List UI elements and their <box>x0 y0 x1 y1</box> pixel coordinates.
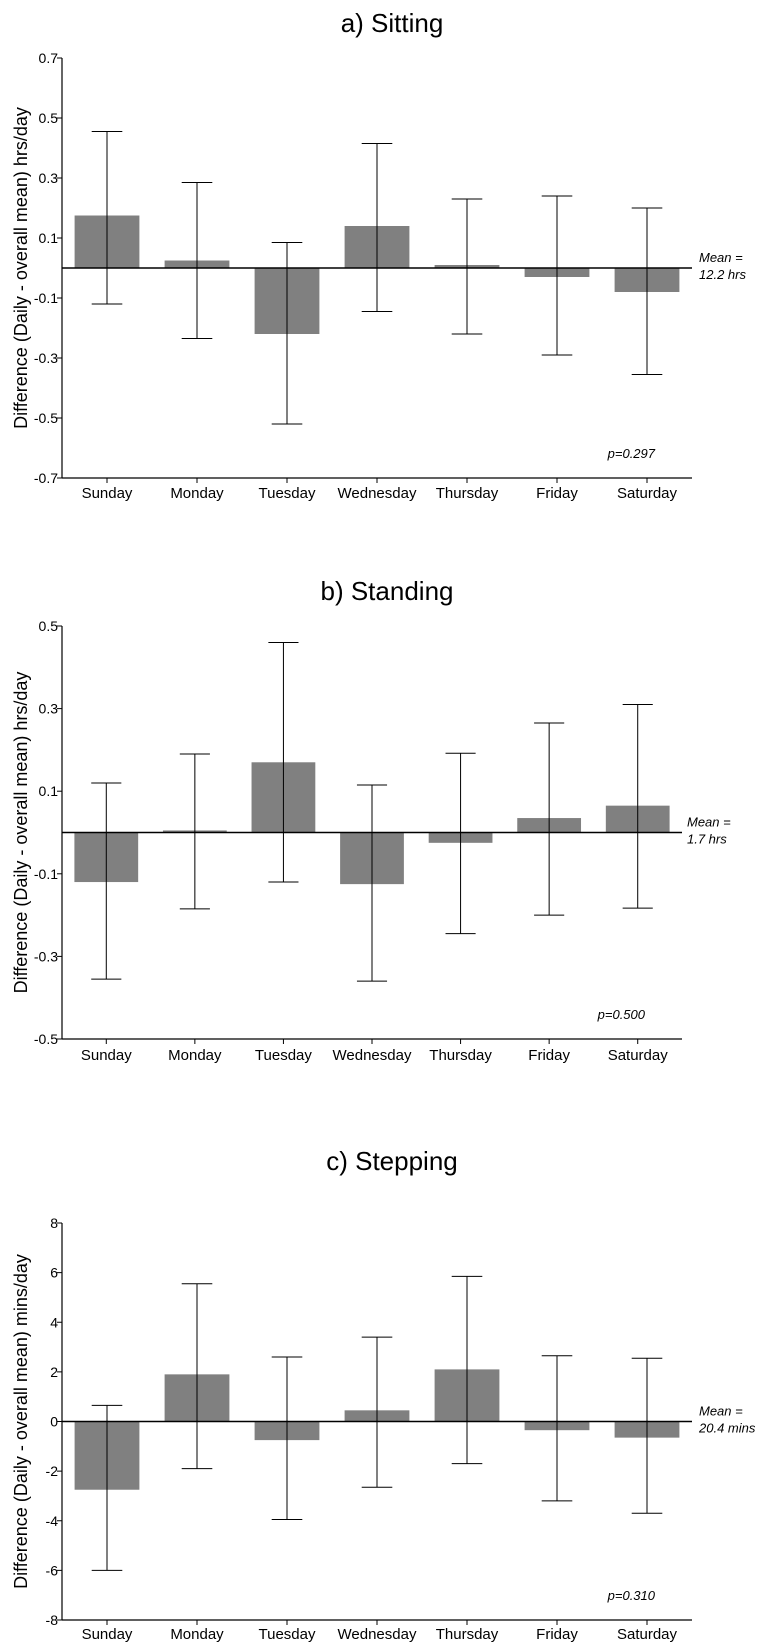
y-tick-label: 6 <box>50 1265 58 1281</box>
y-tick-label: 0.5 <box>39 618 59 634</box>
y-axis-label: Difference (Daily - overall mean) mins/d… <box>11 1254 31 1589</box>
x-tick-label-sunday: Sunday <box>81 1047 132 1064</box>
x-tick-label-friday: Friday <box>536 485 578 502</box>
y-tick-label: -0.5 <box>34 1031 58 1047</box>
chart-title: a) Sitting <box>341 8 444 38</box>
mean-label: Mean = <box>699 1404 743 1419</box>
y-tick-label: -0.3 <box>34 350 58 366</box>
x-tick-label-monday: Monday <box>170 485 224 502</box>
mean-value-label: 12.2 hrs <box>699 267 746 282</box>
y-tick-label: -6 <box>46 1562 59 1578</box>
mean-value-label: 1.7 hrs <box>687 832 727 847</box>
y-tick-label: 2 <box>50 1364 58 1380</box>
y-tick-label: 0.3 <box>39 701 59 717</box>
x-tick-label-thursday: Thursday <box>429 1047 492 1064</box>
p-value-label: p=0.297 <box>607 446 656 461</box>
x-tick-label-thursday: Thursday <box>436 1626 499 1642</box>
chart-title: c) Stepping <box>326 1146 458 1176</box>
x-tick-label-saturday: Saturday <box>617 485 678 502</box>
y-tick-label: 0.3 <box>39 170 59 186</box>
chart-title: b) Standing <box>321 576 454 606</box>
y-tick-label: -0.5 <box>34 410 58 426</box>
y-tick-label: -0.1 <box>34 866 58 882</box>
x-tick-label-monday: Monday <box>170 1626 224 1642</box>
y-tick-label: -2 <box>46 1463 59 1479</box>
mean-value-label: 20.4 mins <box>698 1421 756 1436</box>
p-value-label: p=0.500 <box>597 1007 646 1022</box>
p-value-label: p=0.310 <box>607 1588 656 1603</box>
y-axis-label: Difference (Daily - overall mean) hrs/da… <box>11 107 31 429</box>
x-tick-label-sunday: Sunday <box>82 485 133 502</box>
y-tick-label: 0.1 <box>39 230 59 246</box>
mean-label: Mean = <box>699 250 743 265</box>
x-tick-label-monday: Monday <box>168 1047 222 1064</box>
x-tick-label-wednesday: Wednesday <box>338 485 417 502</box>
x-tick-label-tuesday: Tuesday <box>255 1047 312 1064</box>
y-axis-label: Difference (Daily - overall mean) hrs/da… <box>11 672 31 994</box>
x-tick-label-friday: Friday <box>528 1047 570 1064</box>
mean-label: Mean = <box>687 815 731 830</box>
y-tick-label: 8 <box>50 1215 58 1231</box>
x-tick-label-saturday: Saturday <box>617 1626 678 1642</box>
x-tick-label-thursday: Thursday <box>436 485 499 502</box>
x-tick-label-tuesday: Tuesday <box>259 485 316 502</box>
x-tick-label-wednesday: Wednesday <box>338 1626 417 1642</box>
y-tick-label: -0.7 <box>34 470 58 486</box>
y-tick-label: 4 <box>50 1314 58 1330</box>
y-tick-label: 0.1 <box>39 783 59 799</box>
x-tick-label-sunday: Sunday <box>82 1626 133 1642</box>
x-tick-label-saturday: Saturday <box>608 1047 669 1064</box>
y-tick-label: 0 <box>50 1414 58 1430</box>
x-tick-label-friday: Friday <box>536 1626 578 1642</box>
y-tick-label: 0.5 <box>39 110 59 126</box>
x-tick-label-tuesday: Tuesday <box>259 1626 316 1642</box>
y-tick-label: -0.3 <box>34 948 58 964</box>
y-tick-label: -0.1 <box>34 290 58 306</box>
y-tick-label: 0.7 <box>39 50 59 66</box>
y-tick-label: -4 <box>46 1513 59 1529</box>
x-tick-label-wednesday: Wednesday <box>333 1047 412 1064</box>
y-tick-label: -8 <box>46 1612 59 1628</box>
